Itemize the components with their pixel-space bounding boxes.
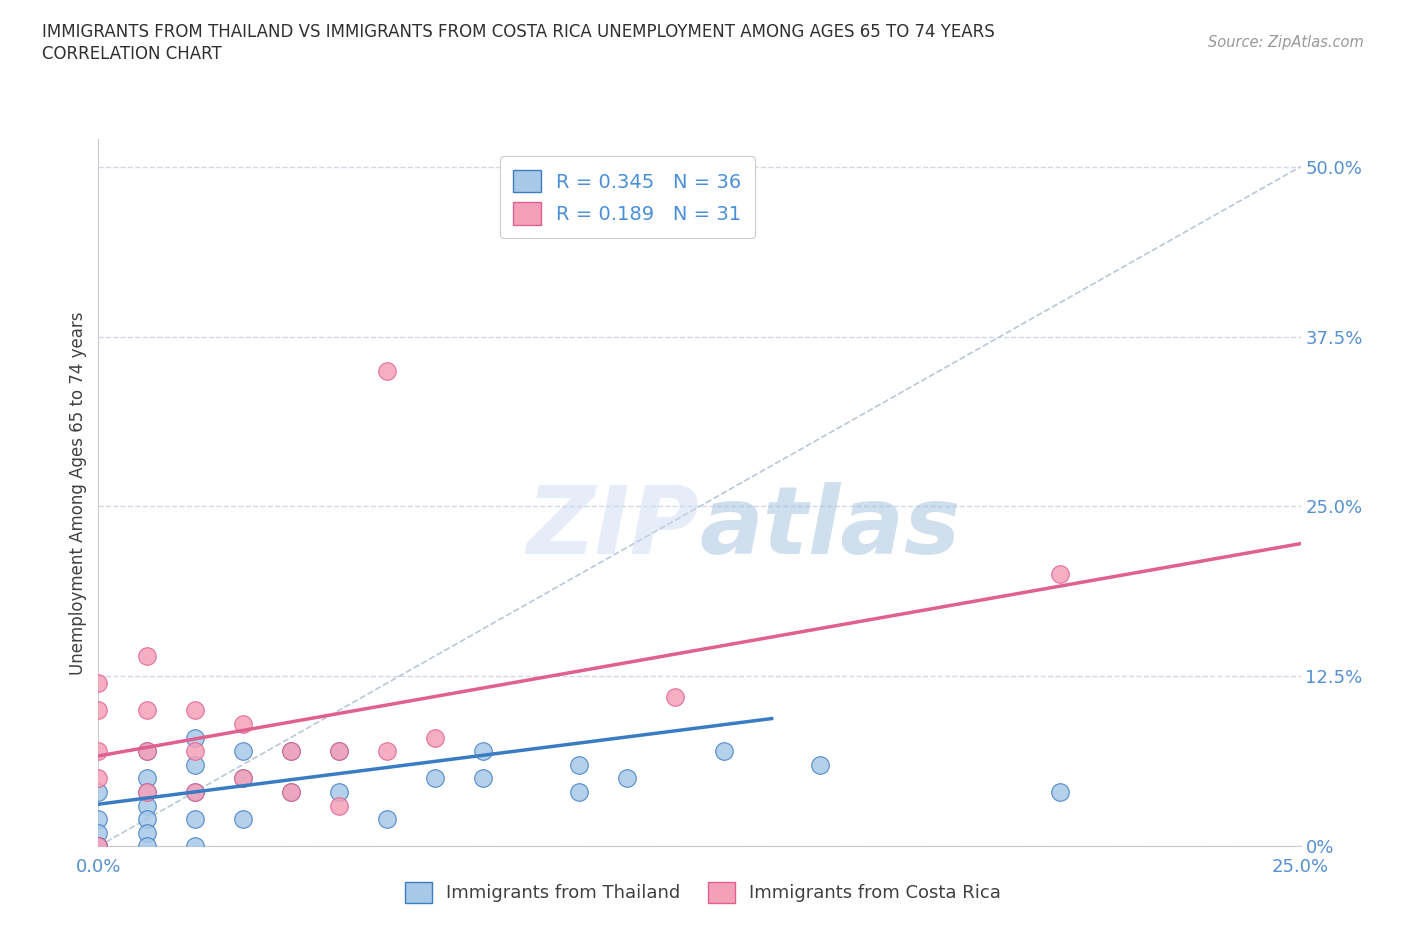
Point — [135, 744, 157, 759]
Point — [328, 744, 350, 759]
Point — [135, 785, 157, 800]
Point — [280, 785, 302, 800]
Point — [568, 757, 591, 772]
Point — [183, 730, 205, 745]
Point — [664, 689, 686, 704]
Point — [87, 703, 110, 718]
Point — [183, 812, 205, 827]
Point — [616, 771, 638, 786]
Point — [135, 785, 157, 800]
Text: atlas: atlas — [699, 483, 960, 574]
Point — [87, 676, 110, 691]
Point — [375, 812, 398, 827]
Point — [183, 785, 205, 800]
Point — [472, 744, 495, 759]
Legend: R = 0.345   N = 36, R = 0.189   N = 31: R = 0.345 N = 36, R = 0.189 N = 31 — [499, 156, 755, 238]
Point — [87, 839, 110, 854]
Point — [87, 785, 110, 800]
Point — [87, 744, 110, 759]
Point — [328, 785, 350, 800]
Point — [328, 744, 350, 759]
Text: ZIP: ZIP — [527, 483, 699, 574]
Point — [135, 798, 157, 813]
Point — [135, 839, 157, 854]
Point — [1049, 567, 1071, 582]
Point — [87, 839, 110, 854]
Point — [375, 744, 398, 759]
Point — [328, 798, 350, 813]
Point — [87, 839, 110, 854]
Point — [87, 825, 110, 840]
Point — [423, 771, 446, 786]
Point — [87, 812, 110, 827]
Point — [183, 703, 205, 718]
Point — [232, 744, 254, 759]
Point — [232, 716, 254, 731]
Point — [135, 771, 157, 786]
Text: CORRELATION CHART: CORRELATION CHART — [42, 45, 222, 62]
Point — [232, 771, 254, 786]
Point — [375, 363, 398, 378]
Text: Source: ZipAtlas.com: Source: ZipAtlas.com — [1208, 35, 1364, 50]
Point — [280, 785, 302, 800]
Point — [232, 812, 254, 827]
Point — [1049, 785, 1071, 800]
Point — [87, 839, 110, 854]
Point — [135, 812, 157, 827]
Point — [713, 744, 735, 759]
Point — [183, 785, 205, 800]
Point — [183, 839, 205, 854]
Point — [135, 648, 157, 663]
Text: IMMIGRANTS FROM THAILAND VS IMMIGRANTS FROM COSTA RICA UNEMPLOYMENT AMONG AGES 6: IMMIGRANTS FROM THAILAND VS IMMIGRANTS F… — [42, 23, 995, 41]
Point — [135, 825, 157, 840]
Point — [280, 744, 302, 759]
Point — [808, 757, 831, 772]
Point — [135, 744, 157, 759]
Point — [232, 771, 254, 786]
Point — [568, 785, 591, 800]
Point — [520, 186, 543, 201]
Point — [280, 744, 302, 759]
Point — [135, 703, 157, 718]
Point — [423, 730, 446, 745]
Point — [87, 771, 110, 786]
Point — [472, 771, 495, 786]
Point — [183, 744, 205, 759]
Y-axis label: Unemployment Among Ages 65 to 74 years: Unemployment Among Ages 65 to 74 years — [69, 312, 87, 674]
Point — [183, 757, 205, 772]
Legend: Immigrants from Thailand, Immigrants from Costa Rica: Immigrants from Thailand, Immigrants fro… — [396, 872, 1010, 911]
